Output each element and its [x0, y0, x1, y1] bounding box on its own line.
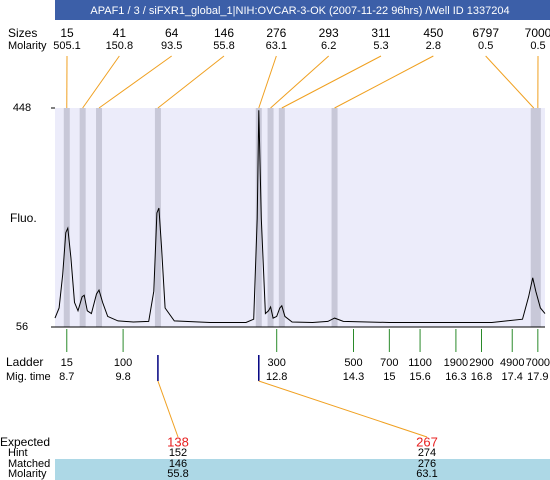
- hint-size: 152: [169, 447, 187, 459]
- peak-band: [154, 108, 161, 327]
- y-tick-label: 56: [16, 321, 28, 333]
- ladder-time: 8.7: [59, 371, 74, 383]
- ladder-size: 500: [344, 357, 362, 369]
- peak-connector: [258, 55, 277, 109]
- peak-band: [255, 108, 262, 327]
- peak-band: [534, 108, 541, 327]
- mig-time-label: Mig. time: [6, 371, 51, 383]
- peak-molarity: 505.1: [53, 40, 81, 52]
- peak-connector: [270, 55, 330, 109]
- ladder-size: 7000: [526, 357, 550, 369]
- peak-band: [530, 108, 537, 327]
- peak-band: [79, 108, 86, 327]
- peak-connector: [157, 55, 225, 109]
- peak-size: 15: [60, 26, 74, 40]
- peak-molarity: 93.5: [161, 40, 182, 52]
- expected-label: Expected: [0, 435, 50, 449]
- peak-molarity: 2.8: [426, 40, 441, 52]
- ladder-time: 17.4: [502, 371, 523, 383]
- peak-molarity: 6.2: [321, 40, 336, 52]
- ladder-time: 9.8: [115, 371, 130, 383]
- matched-molarity: 55.8: [167, 468, 188, 480]
- peak-molarity-label: Molarity: [8, 40, 47, 52]
- peak-size: 41: [113, 26, 127, 40]
- peak-size: 276: [266, 26, 286, 40]
- peak-band: [278, 108, 285, 327]
- ladder-size: 15: [61, 357, 73, 369]
- peak-connector: [334, 55, 434, 109]
- peak-size: 450: [423, 26, 443, 40]
- ladder-size: 2900: [469, 357, 493, 369]
- expected-size: 138: [167, 434, 189, 449]
- matched-molarity: 63.1: [416, 468, 437, 480]
- peak-molarity: 0.5: [478, 40, 493, 52]
- peak-band: [63, 108, 70, 327]
- ladder-size: 700: [380, 357, 398, 369]
- peak-molarity: 150.8: [106, 40, 134, 52]
- ladder-time: 15.6: [409, 371, 430, 383]
- peak-size: 64: [165, 26, 179, 40]
- peak-molarity: 55.8: [213, 40, 234, 52]
- header-bar: [55, 0, 550, 20]
- peak-size: 146: [214, 26, 234, 40]
- peak-size: 311: [371, 26, 390, 40]
- peak-connector: [281, 55, 382, 109]
- header-title: APAF1 / 3 / siFXR1_global_1|NIH:OVCAR-3-…: [90, 5, 509, 17]
- peak-connector: [82, 55, 120, 109]
- ladder-time: 14.3: [343, 371, 364, 383]
- ladder-time: 16.8: [471, 371, 492, 383]
- ladder-size: 100: [114, 357, 132, 369]
- ladder-time: 15: [383, 371, 395, 383]
- hint-label: Hint: [8, 447, 28, 459]
- hint-size: 274: [418, 447, 436, 459]
- peak-connector: [485, 55, 535, 109]
- ladder-time: 16.3: [445, 371, 466, 383]
- ladder-size: 1900: [444, 357, 468, 369]
- expected-connector: [258, 380, 428, 438]
- ladder-size: 300: [268, 357, 286, 369]
- matched-size: 276: [418, 458, 436, 470]
- peak-size: 7000: [525, 26, 550, 40]
- peak-molarity: 63.1: [266, 40, 287, 52]
- expected-connector: [157, 380, 179, 438]
- plot-area: [55, 108, 545, 327]
- ladder-size: 4900: [500, 357, 524, 369]
- ladder-time: 17.9: [527, 371, 548, 383]
- row-highlight: [55, 459, 550, 480]
- matched-size: 146: [169, 458, 187, 470]
- peak-size-label: Sizes: [8, 26, 37, 40]
- y-axis-label: Fluo.: [10, 211, 37, 225]
- ladder-size: 1100: [408, 357, 432, 369]
- peak-size: 6797: [472, 26, 499, 40]
- molarity-label: Molarity: [8, 468, 47, 480]
- peak-molarity: 5.3: [373, 40, 388, 52]
- matched-label: Matched: [8, 458, 50, 470]
- peak-band: [331, 108, 338, 327]
- peak-molarity: 0.5: [530, 40, 545, 52]
- ladder-time: 12.8: [266, 371, 287, 383]
- expected-size: 267: [416, 434, 438, 449]
- y-tick-label: 448: [13, 102, 31, 114]
- peak-connector: [98, 55, 172, 109]
- peak-band: [96, 108, 103, 327]
- peak-size: 293: [319, 26, 339, 40]
- ladder-label: Ladder: [6, 355, 43, 369]
- peak-band: [267, 108, 274, 327]
- trace: [54, 110, 546, 324]
